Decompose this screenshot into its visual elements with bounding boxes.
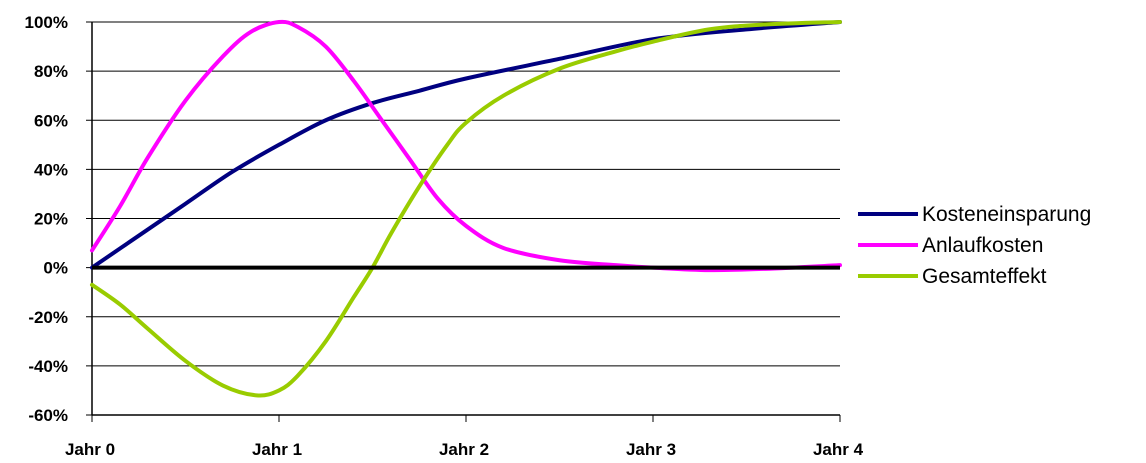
x-tick-label: Jahr 4 [813,440,864,459]
x-tick-label: Jahr 3 [626,440,676,459]
y-tick-label: -60% [28,406,68,425]
y-axis-tick-labels: -60% -40% -20% 0% 20% 40% 60% 80% 100% [25,13,68,425]
legend-label-kosteneinsparung: Kosteneinsparung [922,203,1091,226]
plot-area: -60%-40%-20%0%20%40%60%80%100% Jahr 0 Jah… [25,13,864,459]
legend: Kosteneinsparung Anlaufkosten Gesamteffekt [858,203,1091,288]
series-line-kosteneinsparung [92,22,840,268]
x-tick-label: Jahr 1 [252,440,302,459]
legend-label-anlaufkosten: Anlaufkosten [922,234,1043,257]
x-axis-tick-labels: Jahr 0 Jahr 1 Jahr 2 Jahr 3 Jahr 4 [65,440,864,459]
y-tick-label: 0% [43,259,68,278]
series-line-anlaufkosten [92,22,840,270]
y-tick-label: 20% [34,210,68,229]
x-tick-label: Jahr 2 [439,440,489,459]
y-tick-label: 80% [34,62,68,81]
y-tick-label: 100% [25,13,68,32]
series-lines [92,22,840,396]
x-tick-label: Jahr 0 [65,440,115,459]
y-tick-label: -40% [28,357,68,376]
y-tick-label: 40% [34,160,68,179]
y-tick-label: -20% [28,308,68,327]
y-tick-label: 60% [34,111,68,130]
legend-label-gesamteffekt: Gesamteffekt [922,265,1047,288]
